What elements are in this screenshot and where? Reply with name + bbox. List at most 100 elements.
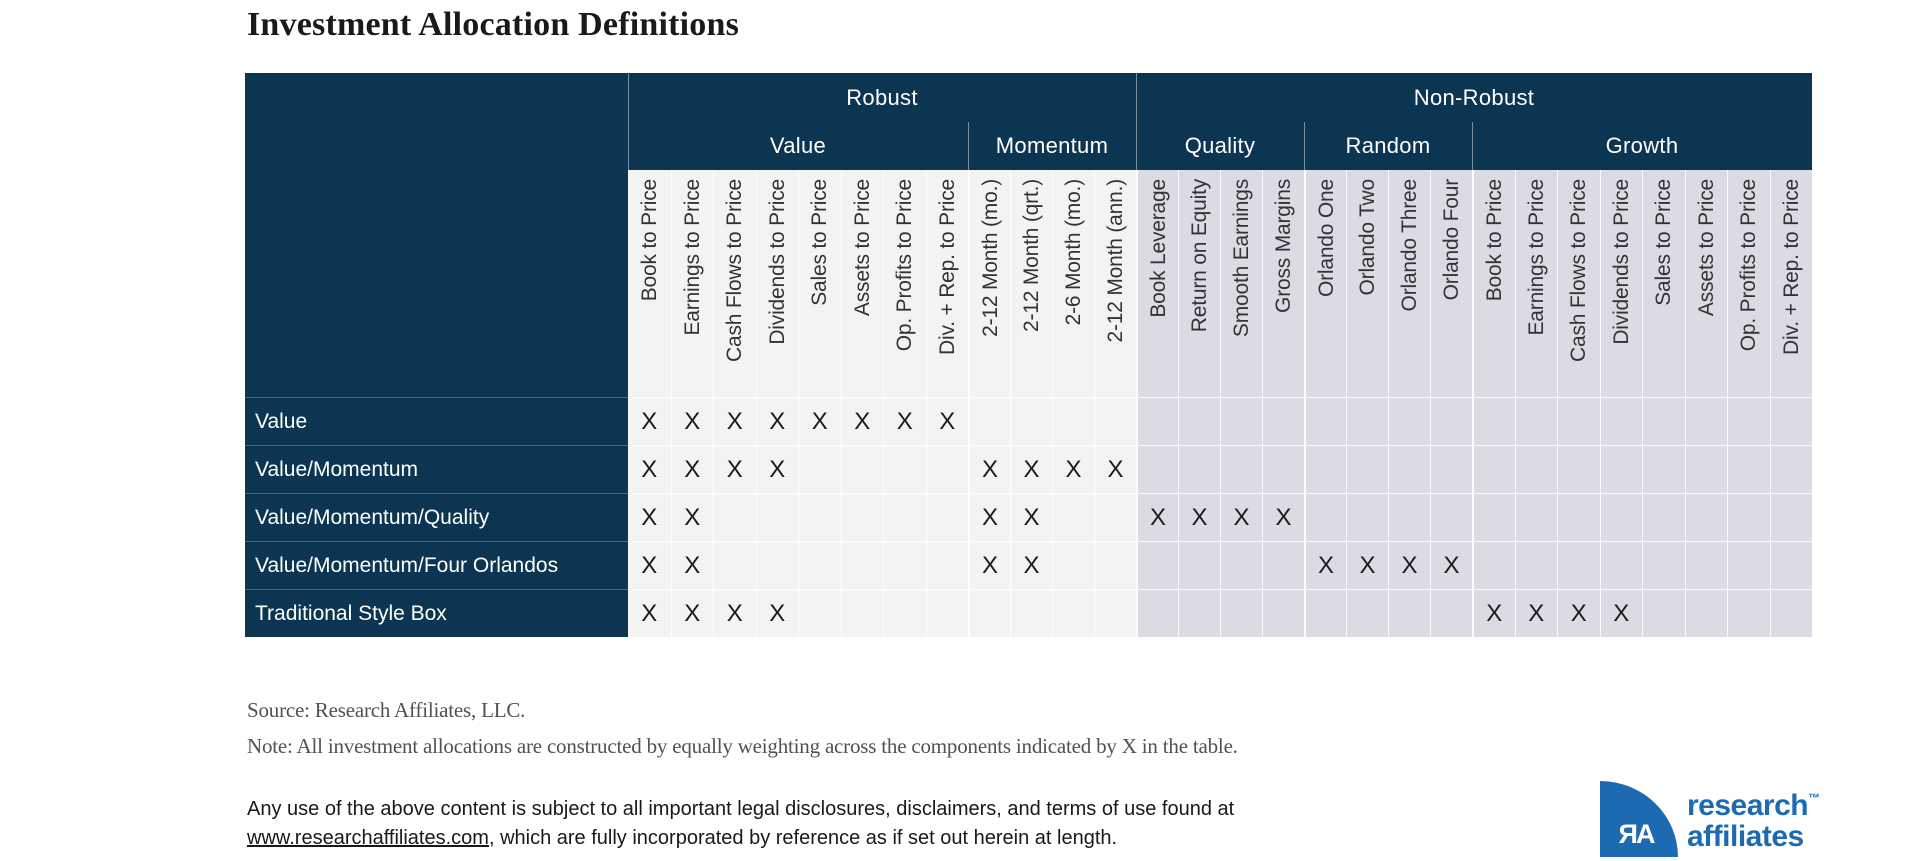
empty-cell [1347, 397, 1388, 445]
empty-cell [970, 589, 1010, 637]
empty-cell [1685, 397, 1727, 445]
section-header-quality: Quality [1184, 133, 1256, 158]
empty-cell [1558, 445, 1600, 493]
empty-cell [1770, 541, 1812, 589]
legal-line-2-rest: , which are fully incorporated by refere… [488, 827, 1118, 849]
empty-cell [970, 397, 1010, 445]
empty-cell [1600, 493, 1642, 541]
data-column: Orlando Four X [1430, 170, 1472, 637]
empty-cell [841, 541, 883, 589]
logo-word-affiliates: affiliates [1687, 820, 1804, 853]
empty-cell [1263, 445, 1304, 493]
empty-cell [1011, 589, 1052, 637]
column-header-label: Assets to Price [1694, 179, 1718, 317]
column-header-label: Gross Margins [1272, 179, 1295, 313]
x-mark-cell: X [714, 397, 756, 445]
empty-cell [884, 493, 926, 541]
column-header-label: Smooth Earnings [1230, 179, 1253, 338]
data-column: Op. Profits to Price [1727, 170, 1770, 637]
empty-cell [841, 493, 883, 541]
data-column: Div. + Rep. to Price X [925, 170, 968, 637]
column-header-label: Earnings to Price [680, 179, 704, 336]
data-column: Book Leverage X [1136, 170, 1178, 637]
column-header-label: Div. + Rep. to Price [935, 179, 959, 355]
logo-word-research: research™ [1687, 789, 1821, 822]
empty-cell [1600, 397, 1642, 445]
empty-cell [799, 589, 841, 637]
data-column: Orlando Two X [1346, 170, 1388, 637]
row-header-column: Value Value/Momentum Value/Momentum/Qualit… [245, 73, 628, 637]
column-header-cell: 2-12 Month (mo.) [970, 170, 1010, 397]
ra-sail-icon: ЯA [1600, 781, 1678, 857]
x-mark-cell: X [1053, 445, 1094, 493]
empty-cell [1389, 445, 1430, 493]
empty-cell [1347, 589, 1388, 637]
row-labels: Value Value/Momentum Value/Momentum/Qualit… [245, 397, 628, 637]
empty-cell [1770, 493, 1812, 541]
empty-cell [1728, 541, 1770, 589]
column-header-label: Book to Price [1482, 179, 1506, 302]
column-header-cell: Cash Flows to Price [1558, 170, 1600, 397]
column-header-label: Dividends to Price [1609, 179, 1633, 345]
column-header-label: 2-12 Month (ann.) [1104, 179, 1127, 343]
data-column: Cash Flows to Price X X X [713, 170, 756, 637]
legal-line-1: Any use of the above content is subject … [247, 798, 1235, 820]
data-column: Sales to Price X [798, 170, 841, 637]
empty-cell [1474, 397, 1515, 445]
ra-monogram-icon: ЯA [1618, 819, 1656, 849]
x-mark-cell: X [1011, 493, 1052, 541]
column-header-label: Return on Equity [1188, 179, 1211, 333]
x-mark-cell: X [1306, 541, 1346, 589]
row-label: Traditional Style Box [245, 589, 628, 637]
column-header-cell: 2-6 Month (mo.) [1053, 170, 1094, 397]
x-mark-cell: X [671, 541, 713, 589]
source-line: Source: Research Affiliates, LLC. [247, 698, 526, 722]
x-mark-cell: X [756, 397, 798, 445]
data-column: Orlando One X [1304, 170, 1346, 637]
empty-cell [841, 445, 883, 493]
x-mark-cell: X [1600, 589, 1642, 637]
trademark-symbol: ™ [1808, 791, 1821, 805]
x-mark-cell: X [1474, 589, 1515, 637]
empty-cell [884, 541, 926, 589]
empty-cell [1306, 589, 1346, 637]
empty-cell [1643, 589, 1685, 637]
x-mark-cell: X [1347, 541, 1388, 589]
empty-cell [1138, 445, 1178, 493]
column-header-cell: Orlando Four [1431, 170, 1472, 397]
data-column: Orlando Three X [1388, 170, 1430, 637]
column-header-cell: Op. Profits to Price [1728, 170, 1770, 397]
legal-disclaimer: Any use of the above content is subject … [247, 795, 1234, 853]
empty-cell [1515, 493, 1557, 541]
empty-cell [1515, 397, 1557, 445]
researchaffiliates-link[interactable]: www.researchaffiliates.com [247, 827, 489, 849]
empty-cell [1221, 445, 1262, 493]
logo-wordmark: research™ affiliates [1687, 783, 1820, 852]
data-column: Book to Price X [1472, 170, 1515, 637]
empty-cell [1347, 493, 1388, 541]
x-mark-cell: X [628, 493, 671, 541]
row-label: Value [245, 397, 628, 445]
column-header-cell: Orlando Two [1347, 170, 1388, 397]
empty-cell [1515, 445, 1557, 493]
empty-cell [1600, 541, 1642, 589]
row-label: Value/Momentum [245, 445, 628, 493]
section-header-band: Value Momentum Quality Random Growth [628, 122, 1812, 170]
empty-cell [1728, 589, 1770, 637]
note-line: Note: All investment allocations are con… [247, 734, 1238, 758]
empty-cell [1643, 493, 1685, 541]
empty-cell [1306, 445, 1346, 493]
section-header-momentum: Momentum [995, 133, 1109, 158]
empty-cell [926, 541, 968, 589]
empty-cell [1095, 493, 1136, 541]
empty-cell [1389, 397, 1430, 445]
column-header-cell: Book to Price [628, 170, 671, 397]
column-header-label: Orlando One [1314, 179, 1338, 298]
column-header-cell: Sales to Price [1643, 170, 1685, 397]
empty-cell [1221, 589, 1262, 637]
empty-cell [926, 493, 968, 541]
x-mark-cell: X [671, 397, 713, 445]
group-header-robust: Robust [846, 84, 918, 110]
empty-cell [1770, 589, 1812, 637]
empty-cell [714, 493, 756, 541]
